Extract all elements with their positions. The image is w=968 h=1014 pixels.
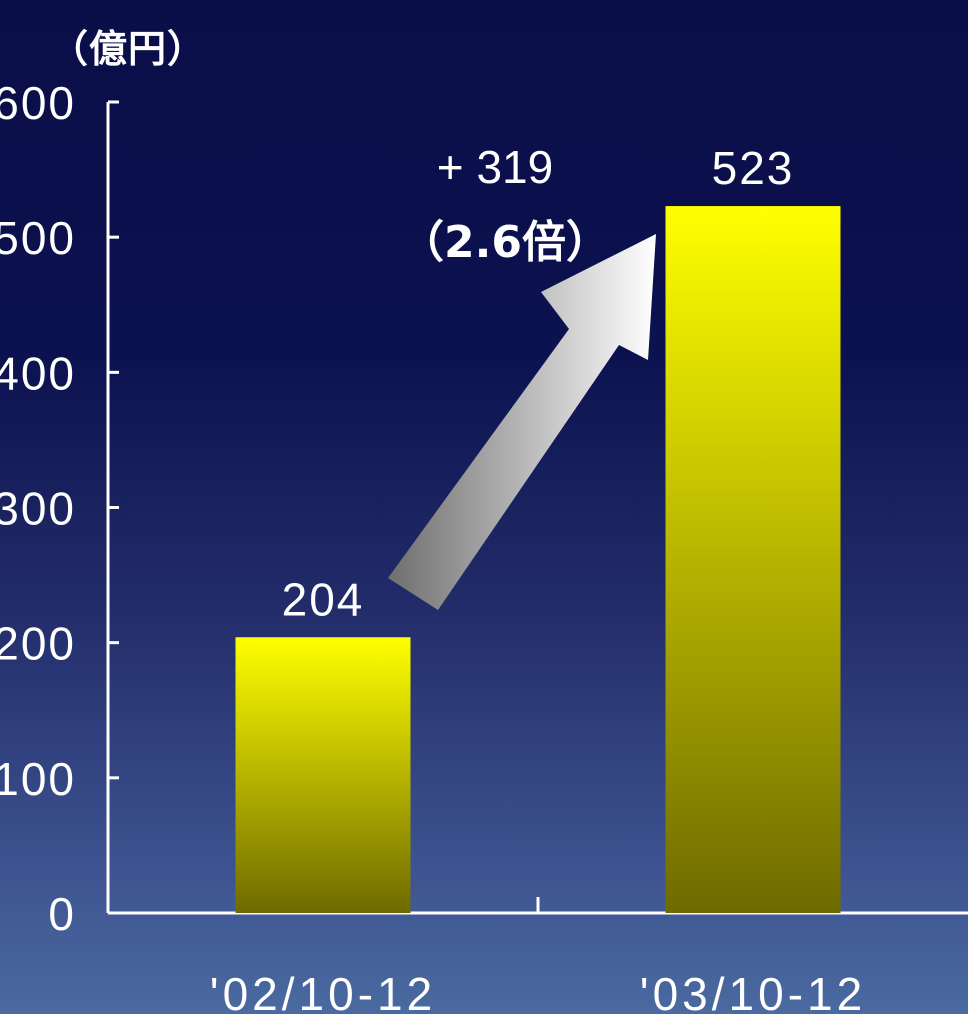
increase-annotation: + 319 [436,141,554,193]
bar [665,206,841,913]
bar [235,637,411,913]
bar-data-label: 523 [712,142,795,194]
y-tick-label: 100 [0,753,76,805]
y-tick-label: 0 [48,888,76,940]
ratio-annotation: （2.6倍） [400,217,610,268]
y-axis-unit-label: （億円） [50,27,207,71]
y-tick-label: 300 [0,483,76,535]
y-tick-label: 500 [0,212,76,264]
bars [235,206,841,913]
x-category-label: '02/10-12 [210,968,436,1014]
y-tick-label: 200 [0,618,76,670]
growth-arrow [388,234,656,610]
y-tick-label: 400 [0,347,76,399]
bar-data-label: 204 [282,573,365,625]
y-tick-label: 600 [0,77,76,129]
x-category-label: '03/10-12 [640,968,866,1014]
labels: 0 100 200 300 400 500 600 204 '02/10-12 523 '03/10… [0,77,866,1014]
